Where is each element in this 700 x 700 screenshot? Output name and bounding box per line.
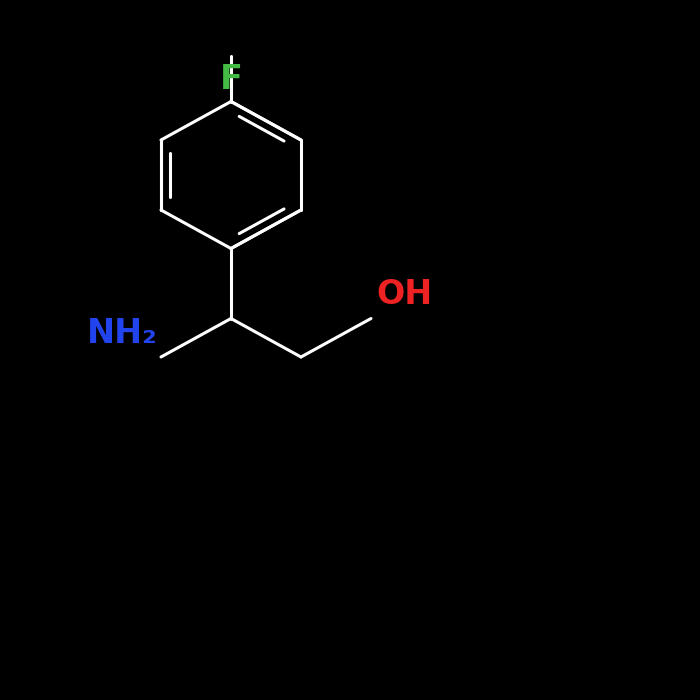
Text: NH₂: NH₂ xyxy=(87,317,158,350)
Text: F: F xyxy=(220,63,242,96)
Text: OH: OH xyxy=(377,279,433,312)
